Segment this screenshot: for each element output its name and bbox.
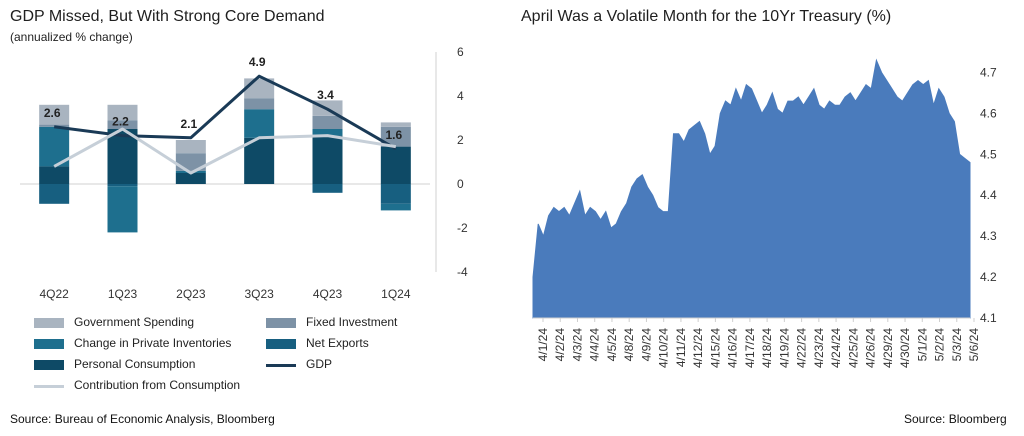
bar-segment bbox=[380, 146, 411, 184]
y-tick-label: 4.2 bbox=[980, 270, 997, 284]
x-tick-label: 4/12/24 bbox=[691, 328, 705, 368]
x-tick-label: 5/1/24 bbox=[915, 328, 929, 362]
x-tick-label: 4/18/24 bbox=[760, 328, 774, 368]
x-tick-label: 4Q23 bbox=[313, 287, 343, 301]
bar-segment bbox=[107, 129, 138, 184]
right-chart-source: Source: Bloomberg bbox=[904, 412, 1007, 426]
legend-label: Fixed Investment bbox=[306, 315, 398, 329]
y-tick-label: 2 bbox=[457, 133, 464, 147]
bar-segment bbox=[175, 173, 206, 184]
y-tick-label: -4 bbox=[457, 265, 468, 279]
x-tick-label: 5/2/24 bbox=[933, 328, 947, 362]
consumption-contribution-line bbox=[53, 127, 397, 175]
gdp-data-label: 4.9 bbox=[249, 55, 266, 69]
left-chart-title: GDP Missed, But With Strong Core Demand bbox=[10, 8, 325, 25]
x-tick-label: 4/25/24 bbox=[846, 328, 860, 368]
bar-segment bbox=[39, 184, 70, 204]
bar-segment bbox=[107, 186, 138, 233]
right-chart-title: April Was a Volatile Month for the 10Yr … bbox=[521, 8, 892, 25]
y-tick-label: 4.7 bbox=[980, 65, 997, 79]
y-tick-label: 4 bbox=[457, 89, 464, 103]
bar-segment bbox=[244, 137, 275, 184]
bar-segment bbox=[312, 135, 343, 184]
legend-swatch bbox=[34, 318, 64, 328]
x-tick-label: 1Q24 bbox=[381, 287, 411, 301]
treasury-yield-area bbox=[532, 58, 971, 319]
x-tick-label: 4/9/24 bbox=[639, 328, 653, 362]
x-tick-label: 4/17/24 bbox=[743, 328, 757, 368]
x-tick-label: 4/1/24 bbox=[536, 328, 550, 362]
bar-segment bbox=[312, 115, 343, 129]
x-tick-label: 4/5/24 bbox=[605, 328, 619, 362]
x-tick-label: 4/16/24 bbox=[726, 328, 740, 368]
x-tick-label: 4/2/24 bbox=[553, 328, 567, 362]
legend-label: Change in Private Inventories bbox=[74, 336, 232, 350]
y-tick-label: 6 bbox=[457, 45, 464, 59]
bar-segment bbox=[107, 120, 138, 129]
left-chart-source: Source: Bureau of Economic Analysis, Blo… bbox=[10, 412, 275, 426]
gdp-data-label: 2.2 bbox=[112, 115, 129, 129]
bar-segment bbox=[39, 104, 70, 125]
x-tick-label: 3Q23 bbox=[244, 287, 274, 301]
x-tick-label: 2Q23 bbox=[176, 287, 206, 301]
legend-label: Net Exports bbox=[306, 336, 369, 350]
x-tick-label: 4/3/24 bbox=[570, 328, 584, 362]
x-tick-label: 4/11/24 bbox=[674, 328, 688, 367]
legend-swatch bbox=[266, 364, 296, 367]
legend-label: GDP bbox=[306, 357, 333, 371]
legend-swatch bbox=[34, 360, 64, 370]
bar-segment bbox=[175, 140, 206, 154]
gdp-data-label: 1.6 bbox=[385, 128, 402, 142]
bar-segment bbox=[380, 203, 411, 211]
bar-segment bbox=[39, 124, 70, 127]
legend-label: Government Spending bbox=[74, 315, 195, 329]
x-tick-label: 4/30/24 bbox=[898, 328, 912, 368]
legend-swatch bbox=[266, 339, 296, 349]
legend-swatch bbox=[34, 339, 64, 349]
x-tick-label: 4/29/24 bbox=[881, 328, 895, 368]
x-tick-label: 5/6/24 bbox=[967, 328, 981, 362]
x-tick-label: 4/15/24 bbox=[708, 328, 722, 368]
x-tick-label: 4/22/24 bbox=[795, 328, 809, 368]
y-tick-label: 4.1 bbox=[980, 311, 997, 325]
x-tick-label: 4/10/24 bbox=[657, 328, 671, 368]
x-tick-label: 4/19/24 bbox=[777, 328, 791, 368]
x-tick-label: 1Q23 bbox=[108, 287, 138, 301]
bar-segment bbox=[107, 184, 138, 187]
x-tick-label: 4Q22 bbox=[39, 287, 69, 301]
x-tick-label: 4/4/24 bbox=[588, 328, 602, 362]
y-tick-label: -2 bbox=[457, 221, 468, 235]
gdp-data-label: 3.4 bbox=[317, 88, 334, 102]
bar-segment bbox=[380, 126, 411, 147]
x-tick-label: 4/24/24 bbox=[829, 328, 843, 368]
gdp-data-label: 2.1 bbox=[180, 117, 197, 131]
x-tick-label: 5/3/24 bbox=[950, 328, 964, 362]
bar-segment bbox=[380, 184, 411, 204]
bar-segment bbox=[380, 122, 411, 127]
bar-segment bbox=[312, 129, 343, 136]
y-tick-label: 4.4 bbox=[980, 188, 997, 202]
y-tick-label: 4.5 bbox=[980, 147, 997, 161]
bar-segment bbox=[39, 166, 70, 184]
x-tick-label: 4/8/24 bbox=[622, 328, 636, 362]
x-tick-label: 4/23/24 bbox=[812, 328, 826, 368]
left-chart-subtitle: (annualized % change) bbox=[10, 30, 133, 44]
x-tick-label: 4/26/24 bbox=[864, 328, 878, 368]
y-tick-label: 4.6 bbox=[980, 106, 997, 120]
bar-segment bbox=[312, 184, 343, 193]
legend-swatch bbox=[34, 385, 64, 388]
bar-segment bbox=[244, 109, 275, 138]
legend-label: Contribution from Consumption bbox=[74, 378, 241, 392]
bar-segment bbox=[244, 98, 275, 110]
y-tick-label: 4.3 bbox=[980, 229, 997, 243]
legend-swatch bbox=[266, 318, 296, 328]
y-tick-label: 0 bbox=[457, 177, 464, 191]
legend-label: Personal Consumption bbox=[74, 357, 196, 371]
bar-segment bbox=[107, 104, 138, 121]
gdp-components-chart: 6 4 2 0 -2 -4 4Q22 1Q23 2Q23 3Q23 4Q23 1Q24 2.6 2.2 2.… bbox=[20, 45, 468, 301]
gdp-data-label: 2.6 bbox=[44, 106, 61, 120]
